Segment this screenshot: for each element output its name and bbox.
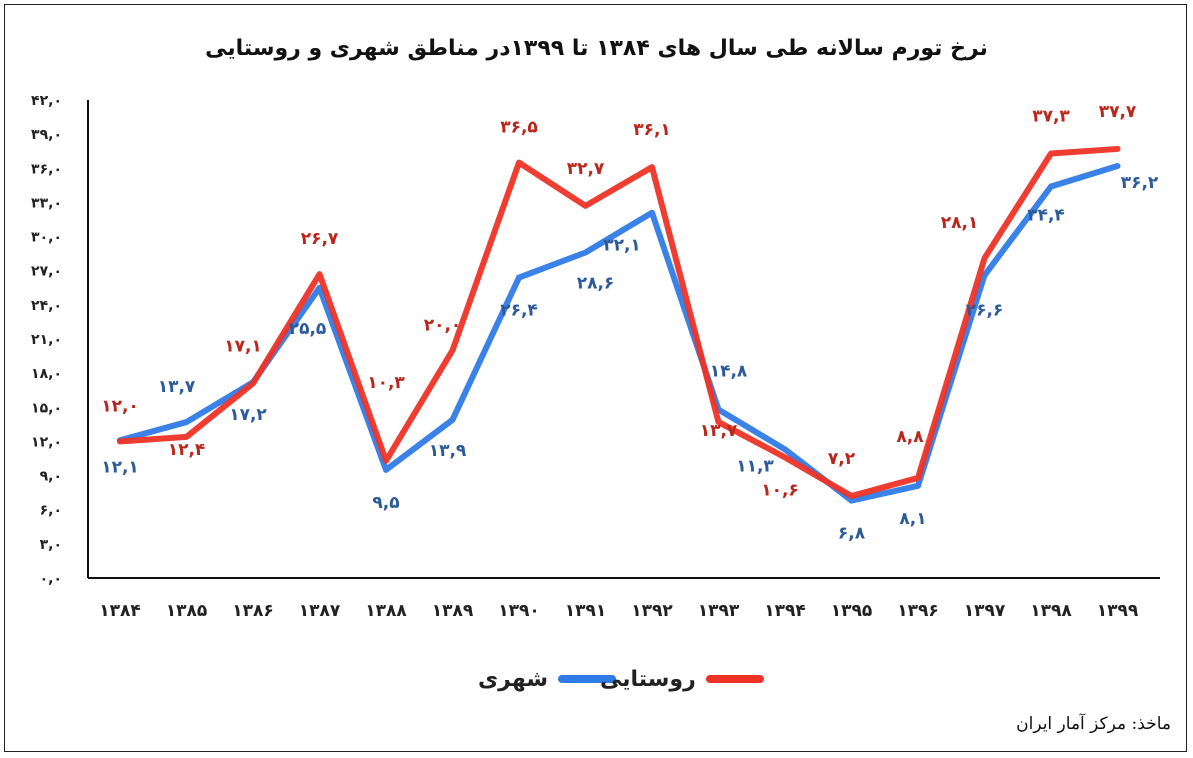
- data-label-rural: ۱۲,۴: [168, 440, 206, 460]
- series-line-rural: [117, 145, 1121, 500]
- data-label-urban: ۳۲,۱: [603, 236, 641, 256]
- chart-title: نرخ تورم سالانه طی سال های ۱۳۸۴ تا ۱۳۹۹د…: [205, 36, 988, 61]
- x-tick-label: ۱۳۸۸: [365, 601, 407, 621]
- y-tick-label: ۳۰,۰: [31, 230, 62, 246]
- data-label-rural: ۲۸,۱: [941, 213, 979, 233]
- data-label-urban: ۲۶,۶: [966, 300, 1004, 320]
- chart-frame: [4, 4, 1187, 752]
- legend-rural-swatch: [705, 675, 764, 683]
- legend-rural: روستایی: [600, 664, 764, 694]
- y-tick-label: ۲۴,۰: [31, 298, 62, 314]
- x-tick-label: ۱۳۹۵: [831, 601, 873, 621]
- source-note: ماخذ: مرکز آمار ایران: [1016, 714, 1171, 734]
- data-label-rural: ۳۷,۷: [1099, 102, 1137, 122]
- x-tick-label: ۱۳۸۷: [299, 601, 341, 621]
- y-tick-label: ۲۱,۰: [31, 332, 62, 348]
- legend-rural-label: روستایی: [600, 666, 696, 692]
- data-label-urban: ۹,۵: [372, 493, 399, 513]
- x-tick-label: ۱۳۹۶: [897, 601, 939, 621]
- data-label-rural: ۱۰,۳: [367, 373, 405, 393]
- data-label-urban: ۲۸,۶: [577, 274, 615, 294]
- y-tick-label: ۶,۰: [40, 503, 62, 519]
- y-tick-label: ۳,۰: [40, 537, 62, 553]
- x-tick-label: ۱۳۹۷: [964, 601, 1006, 621]
- data-label-rural: ۸,۸: [896, 427, 924, 447]
- data-label-rural: ۱۷,۱: [224, 336, 262, 356]
- data-label-urban: ۸,۱: [899, 509, 926, 529]
- data-label-rural: ۳۲,۷: [567, 159, 605, 179]
- y-tick-label: ۴۲,۰: [31, 93, 62, 109]
- y-tick-label: ۱۲,۰: [31, 434, 62, 450]
- y-tick-label: ۳۳,۰: [31, 195, 62, 211]
- data-label-urban: ۳۶,۲: [1121, 173, 1159, 193]
- data-label-rural: ۲۶,۷: [301, 229, 339, 249]
- data-label-urban: ۱۴,۸: [710, 362, 748, 382]
- data-label-urban: ۱۷,۲: [229, 405, 267, 425]
- x-tick-label: ۱۳۹۴: [764, 601, 806, 621]
- data-label-rural: ۲۰,۰: [424, 315, 462, 335]
- data-label-rural: ۷,۲: [828, 449, 856, 469]
- data-label-urban: ۱۱,۳: [736, 456, 774, 476]
- x-tick-label: ۱۳۹۲: [631, 601, 673, 621]
- y-tick-label: ۲۷,۰: [31, 264, 62, 280]
- x-tick-label: ۱۳۸۹: [432, 601, 474, 621]
- data-label-rural: ۳۶,۵: [500, 118, 538, 138]
- x-tick-label: ۱۳۹۱: [565, 601, 607, 621]
- data-label-rural: ۱۲,۰: [101, 396, 139, 416]
- series-line-urban: [117, 163, 1121, 504]
- data-label-rural: ۱۰,۶: [761, 480, 799, 500]
- y-tick-label: ۳۶,۰: [31, 161, 62, 177]
- y-tick-label: ۰,۰: [40, 571, 62, 587]
- y-tick-label: ۱۸,۰: [31, 366, 62, 382]
- data-label-rural: ۱۳,۷: [700, 421, 738, 441]
- legend-urban-swatch: [558, 675, 617, 683]
- legend-urban-label: شهری: [478, 666, 549, 692]
- data-label-urban: ۲۵,۵: [289, 319, 327, 339]
- data-label-rural: ۳۶,۱: [633, 120, 671, 140]
- y-tick-label: ۱۵,۰: [31, 400, 62, 416]
- y-tick-label: ۹,۰: [40, 469, 62, 485]
- x-tick-label: ۱۳۹۸: [1030, 601, 1072, 621]
- data-label-urban: ۶,۸: [838, 524, 866, 544]
- data-label-urban: ۳۴,۴: [1027, 205, 1065, 225]
- x-tick-label: ۱۳۹۹: [1097, 601, 1139, 621]
- x-tick-label: ۱۳۸۴: [99, 601, 141, 621]
- x-tick-label: ۱۳۸۶: [232, 601, 274, 621]
- data-label-urban: ۲۶,۴: [500, 301, 538, 321]
- legend-urban: شهری: [478, 664, 617, 694]
- x-tick-label: ۱۳۸۵: [166, 601, 208, 621]
- x-tick-label: ۱۳۹۰: [498, 601, 540, 621]
- data-label-urban: ۱۳,۹: [429, 441, 467, 461]
- y-tick-label: ۳۹,۰: [31, 127, 62, 143]
- data-label-rural: ۳۷,۳: [1032, 106, 1070, 126]
- data-label-urban: ۱۲,۱: [101, 457, 139, 477]
- data-label-urban: ۱۳,۷: [158, 377, 196, 397]
- x-tick-label: ۱۳۹۳: [698, 601, 740, 621]
